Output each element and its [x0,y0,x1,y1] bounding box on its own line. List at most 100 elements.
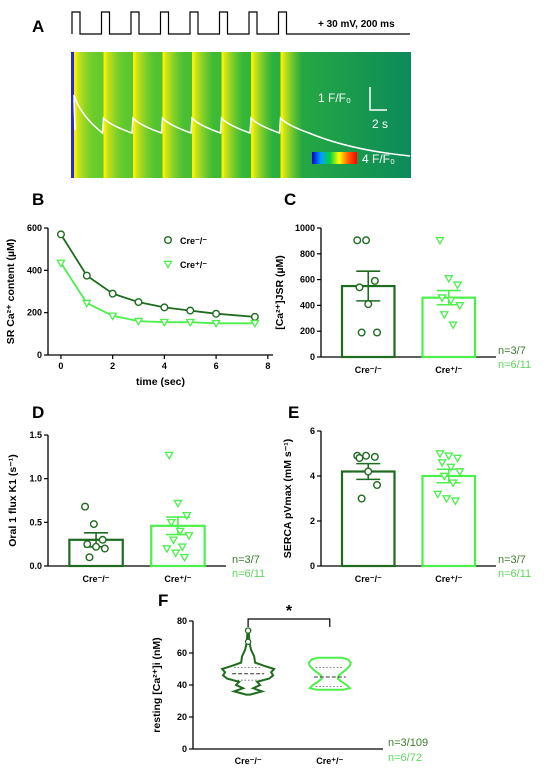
data-point [357,494,366,503]
panel-d: D 0.0 0.5 1.0 1.5 Oral 1 flux K1 (s⁻¹) Cre⁻/⁻… [7,403,265,584]
data-point [89,520,98,529]
category-label: Cre⁺/⁻ [316,756,343,766]
transient-edge [280,52,283,178]
legend-marker [163,260,173,269]
data-point [164,451,174,460]
data-point [444,274,454,284]
y-tick-label: 800 [300,249,315,259]
y-tick-label: 1000 [295,223,315,233]
data-point [173,499,183,509]
panel-label-d: D [32,403,44,422]
panel-c: C 0 200 400 600 800 1000 [Ca²⁺]JSR (µM) Cre⁻/⁻ C… [274,190,531,375]
chart-d: 0.0 0.5 1.0 1.5 Oral 1 flux K1 (s⁻¹) Cre⁻/⁻ Cr… [7,430,265,584]
transient-edge [192,52,195,178]
data-point [82,299,92,309]
data-point [437,459,447,468]
legend-label: Cre⁻/⁻ [180,236,207,246]
y-tick-label: 200 [300,326,315,336]
y-axis-title: [Ca²⁺]JSR (µM) [274,255,286,330]
data-point [82,271,91,280]
data-point [448,321,458,330]
y-tick-label: 80 [177,616,187,626]
n-label-cre-het: n=6/11 [498,568,531,580]
y-tick-label: 600 [27,223,42,233]
category-label: Cre⁺/⁻ [164,574,191,584]
y-tick-label: 400 [300,300,315,310]
y-tick-label: 2 [310,516,315,526]
data-point [364,467,373,476]
data-point [212,309,221,318]
data-point [353,236,362,245]
data-point [435,236,445,246]
data-point [56,259,66,268]
y-axis-title: Oral 1 flux K1 (s⁻¹) [7,454,19,546]
panel-f: F 0 20 40 60 80 resting [Ca²⁺]i (nM) Cre⁻/⁻ Cre… [151,591,428,766]
data-point [159,318,170,328]
legend-label: Cre⁺/⁻ [180,260,207,270]
data-point [83,540,92,549]
fit-line-cre-het [60,262,255,325]
data-point [370,276,379,285]
data-point [452,281,463,290]
data-point [184,532,194,541]
data-point [455,302,465,311]
data-point [98,535,107,544]
transient-edge [162,52,165,178]
data-point [92,542,101,551]
x-axis-title: time (sec) [136,376,185,388]
n-label-cre-het: n=6/72 [388,752,422,764]
data-point [446,463,456,472]
bar-cre-het [421,296,477,359]
data-point [134,298,143,307]
data-point [162,545,172,554]
n-label-cre-het: n=6/11 [498,359,531,371]
chart-e: 0 2 4 6 SERCA pVmax (mM s⁻¹) Cre⁻/⁻ Cre⁺/⁻ n=3/… [282,426,531,584]
data-point [133,317,144,327]
data-point [108,289,117,298]
y-axis-title: SERCA pVmax (mM s⁻¹) [282,439,294,559]
x-tick-label: 2 [110,361,115,371]
data-point [85,553,94,562]
data-point [448,479,458,488]
panel-e: E 0 2 4 6 SERCA pVmax (mM s⁻¹) Cre⁻/⁻ Cre⁺/⁻ n=… [282,403,531,584]
data-point [364,300,373,309]
y-axis-title: SR Ca²⁺ content (µM) [5,239,17,345]
transient-band [221,52,244,178]
n-label-cre-neg: n=3/109 [388,737,428,749]
data-point [437,294,447,303]
data-point [81,502,90,511]
data-point [439,311,450,320]
y-tick-label: 1.0 [29,474,42,484]
colorbar [312,152,357,164]
data-point [186,306,195,315]
transient-band [280,52,303,178]
data-point [362,236,371,245]
y-axis-title: resting [Ca²⁺]i (nM) [151,637,163,732]
data-point [441,495,452,504]
legend-marker [163,235,172,244]
y-tick-label: 60 [177,648,187,658]
scale-bar [369,87,387,111]
y-tick-label: 0 [182,744,187,754]
transient-band [192,52,214,178]
n-label-cre-het: n=6/11 [232,568,265,580]
data-point [362,451,371,460]
protocol-label: + 30 mV, 200 ms [318,19,395,30]
data-point [244,638,252,646]
data-point [455,468,465,477]
y-tick-label: 200 [27,308,42,318]
y-tick-label: 4 [310,471,315,481]
data-point [355,454,364,463]
data-point [166,518,177,528]
data-point [56,230,65,239]
x-tick-label: 0 [58,361,63,371]
linescan-transients [74,52,303,178]
y-tick-label: 400 [27,265,42,275]
transient-edge [251,52,254,178]
data-point [452,454,463,463]
fluorescence-trace [73,94,411,157]
data-point [370,452,379,461]
y-tick-label: 600 [300,275,315,285]
data-point [373,328,382,337]
